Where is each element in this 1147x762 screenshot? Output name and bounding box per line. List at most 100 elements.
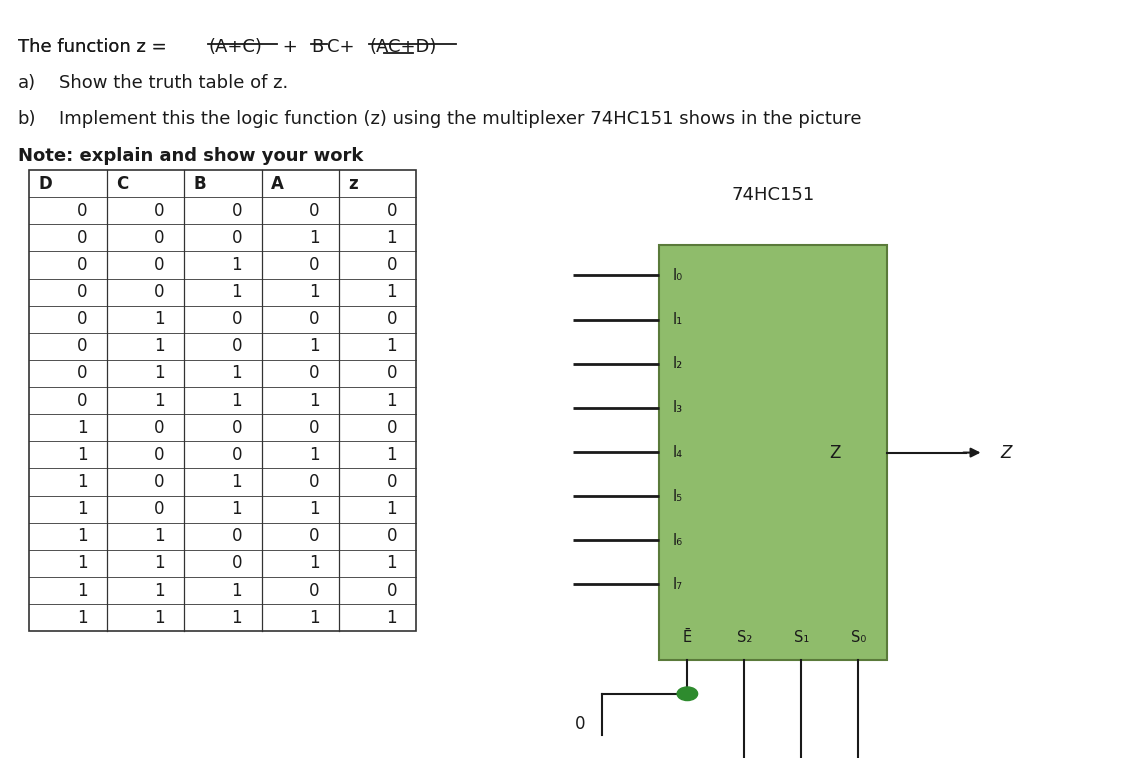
- Text: 1: 1: [232, 256, 242, 274]
- Text: 0: 0: [232, 310, 242, 328]
- Text: 1: 1: [387, 609, 397, 626]
- Text: 1: 1: [309, 229, 320, 247]
- Text: 0: 0: [309, 256, 320, 274]
- Text: C: C: [116, 174, 128, 193]
- Text: 1: 1: [232, 364, 242, 383]
- Text: 0: 0: [387, 310, 397, 328]
- Text: I₁: I₁: [672, 312, 682, 327]
- Text: 1: 1: [232, 392, 242, 410]
- Text: 1: 1: [309, 609, 320, 626]
- Text: 0: 0: [154, 229, 165, 247]
- Text: 0: 0: [387, 527, 397, 546]
- Text: Note: explain and show your work: Note: explain and show your work: [18, 146, 364, 165]
- Text: 0: 0: [309, 527, 320, 546]
- Text: 1: 1: [232, 473, 242, 491]
- Text: 0: 0: [309, 310, 320, 328]
- Text: (AC+D): (AC+D): [369, 38, 437, 56]
- Text: 0: 0: [232, 338, 242, 355]
- Text: I₀: I₀: [672, 268, 682, 283]
- Text: 1: 1: [387, 500, 397, 518]
- Text: A: A: [271, 174, 283, 193]
- Text: The function z =: The function z =: [18, 38, 166, 56]
- Text: b): b): [18, 110, 37, 129]
- Text: 0: 0: [154, 419, 165, 437]
- Text: 0: 0: [154, 283, 165, 301]
- Text: 0: 0: [387, 364, 397, 383]
- Text: 1: 1: [154, 392, 165, 410]
- Text: Show the truth table of z.: Show the truth table of z.: [58, 74, 288, 92]
- Text: 1: 1: [77, 609, 87, 626]
- Text: I₂: I₂: [672, 357, 682, 371]
- Bar: [658, 245, 887, 660]
- Text: (A+C): (A+C): [209, 38, 262, 56]
- Text: 1: 1: [154, 364, 165, 383]
- Text: a): a): [18, 74, 36, 92]
- Text: 1: 1: [387, 555, 397, 572]
- Text: 1: 1: [154, 527, 165, 546]
- Text: I₃: I₃: [672, 400, 682, 415]
- Text: 1: 1: [77, 527, 87, 546]
- Text: 1: 1: [309, 283, 320, 301]
- Text: 0: 0: [154, 202, 165, 219]
- Text: 1: 1: [309, 500, 320, 518]
- Text: 1: 1: [232, 609, 242, 626]
- Text: 0: 0: [77, 229, 87, 247]
- Text: 0: 0: [387, 581, 397, 600]
- Text: B: B: [194, 174, 206, 193]
- Text: 1: 1: [154, 581, 165, 600]
- Text: 74HC151: 74HC151: [731, 186, 814, 204]
- Text: 0: 0: [387, 473, 397, 491]
- Text: 0: 0: [387, 256, 397, 274]
- Text: 0: 0: [575, 715, 585, 733]
- Text: 0: 0: [232, 229, 242, 247]
- Text: 1: 1: [77, 419, 87, 437]
- Text: 0: 0: [232, 527, 242, 546]
- Text: 1: 1: [232, 500, 242, 518]
- Text: 0: 0: [154, 473, 165, 491]
- Text: 1: 1: [309, 555, 320, 572]
- Text: I₇: I₇: [672, 577, 682, 592]
- Text: 0: 0: [232, 202, 242, 219]
- Text: I₅: I₅: [672, 488, 682, 504]
- Text: 0: 0: [309, 581, 320, 600]
- Text: 1: 1: [77, 555, 87, 572]
- Text: 0: 0: [154, 446, 165, 464]
- Text: Z: Z: [1000, 443, 1012, 462]
- Text: 1: 1: [77, 446, 87, 464]
- Text: I₆: I₆: [672, 533, 682, 548]
- Text: D: D: [39, 174, 53, 193]
- Text: Implement this the logic function (z) using the multiplexer 74HC151 shows in the: Implement this the logic function (z) us…: [58, 110, 861, 129]
- Text: 0: 0: [309, 364, 320, 383]
- Text: 1: 1: [387, 446, 397, 464]
- Bar: [29, 170, 416, 631]
- Text: 0: 0: [309, 202, 320, 219]
- Text: 0: 0: [77, 392, 87, 410]
- Text: 1: 1: [232, 283, 242, 301]
- Text: 1: 1: [387, 392, 397, 410]
- Text: 0: 0: [77, 338, 87, 355]
- Text: 1: 1: [309, 392, 320, 410]
- Text: 0: 0: [154, 256, 165, 274]
- Text: 0: 0: [232, 419, 242, 437]
- Text: B: B: [311, 38, 323, 56]
- Text: 1: 1: [154, 609, 165, 626]
- Text: 0: 0: [77, 202, 87, 219]
- Text: 1: 1: [77, 473, 87, 491]
- Text: 1: 1: [154, 310, 165, 328]
- Text: z: z: [349, 174, 358, 193]
- Text: 0: 0: [232, 446, 242, 464]
- Text: 1: 1: [154, 555, 165, 572]
- Text: 0: 0: [77, 310, 87, 328]
- Circle shape: [677, 687, 697, 700]
- Text: 1: 1: [387, 338, 397, 355]
- Text: 1: 1: [77, 500, 87, 518]
- Text: I₄: I₄: [672, 444, 682, 459]
- Text: C+: C+: [327, 38, 360, 56]
- Text: 0: 0: [387, 419, 397, 437]
- Text: S₂: S₂: [736, 629, 752, 645]
- Text: S₀: S₀: [851, 629, 866, 645]
- Text: 0: 0: [77, 283, 87, 301]
- Text: 1: 1: [309, 446, 320, 464]
- Text: Ē: Ē: [682, 629, 692, 645]
- Text: 1: 1: [387, 283, 397, 301]
